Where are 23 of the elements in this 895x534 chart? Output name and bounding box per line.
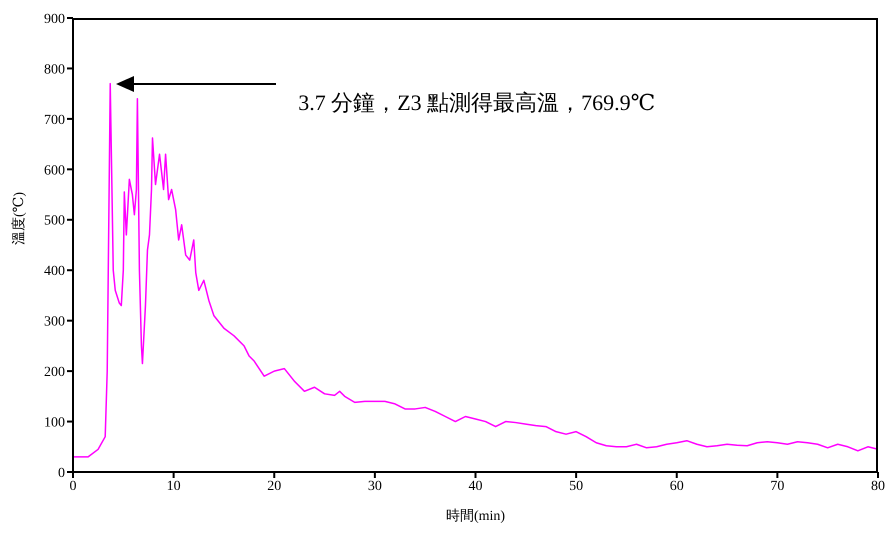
y-tick-label: 800 [44, 62, 65, 78]
y-tick-label: 100 [44, 416, 65, 431]
annotation: 3.7 分鐘，Z3 點測得最高溫，769.9℃ [298, 88, 656, 117]
x-tick-label: 50 [569, 478, 584, 494]
x-tick-label: 10 [166, 478, 181, 494]
x-tick-label: 0 [70, 478, 76, 494]
y-tick-label: 900 [44, 12, 65, 27]
y-tick-label: 200 [44, 365, 65, 380]
x-tick-label: 70 [770, 478, 784, 494]
x-tick-label: 20 [267, 478, 282, 494]
y-tick-label: 500 [44, 214, 65, 229]
y-tick-label: 400 [44, 264, 65, 280]
line-series [73, 82, 878, 458]
x-tick-label: 30 [368, 478, 382, 494]
x-tick-label: 40 [468, 478, 482, 494]
x-tick-label: 60 [670, 478, 684, 494]
y-axis-title: 溫度(℃) [10, 192, 27, 245]
x-tick-label: 80 [871, 478, 885, 494]
y-tick-label: 0 [58, 466, 65, 481]
y-tick-label: 300 [44, 314, 65, 330]
y-tick-label: 600 [44, 163, 65, 178]
y-tick-label: 700 [44, 112, 65, 128]
x-axis-title: 時間(min) [446, 508, 506, 524]
